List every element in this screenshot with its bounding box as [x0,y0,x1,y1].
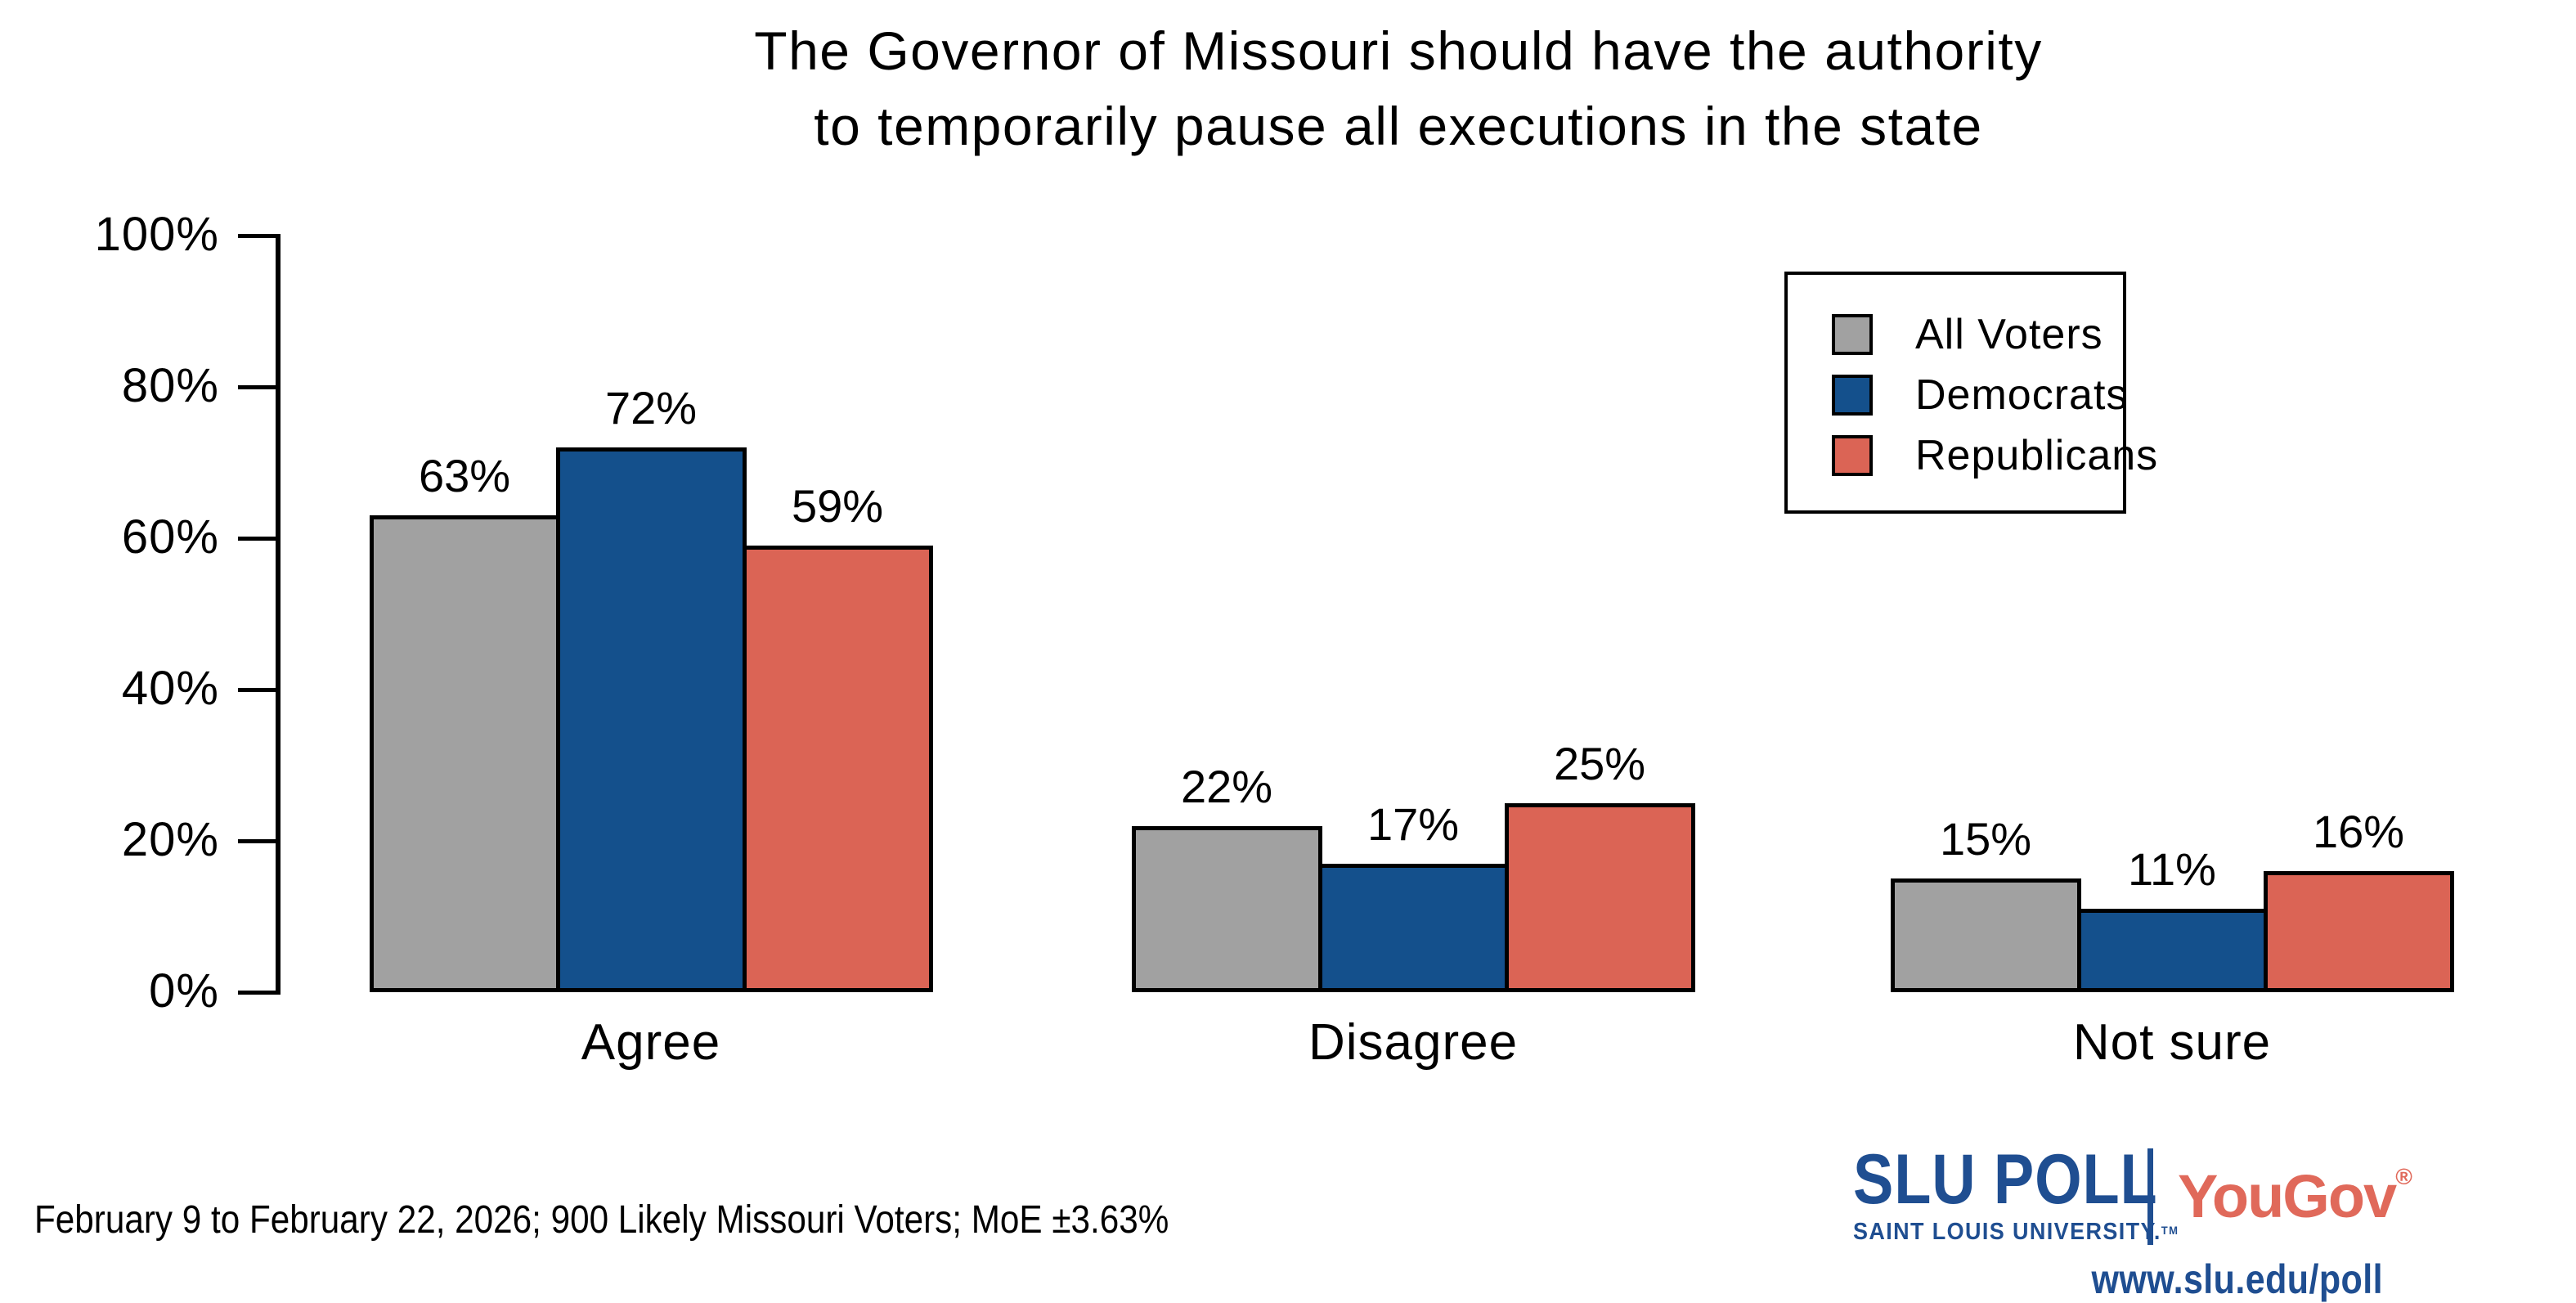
chart-title-line2: to temporarily pause all executions in t… [814,96,1983,156]
registered-mark-icon: ® [2395,1164,2412,1189]
bar-all-voters-not-sure [1890,878,2081,992]
y-tick-label: 20% [121,813,219,866]
chart-title-line1: The Governor of Missouri should have the… [754,20,2043,81]
bar-republicans-not-sure [2263,871,2454,992]
legend-swatch-all-voters [1832,314,1873,355]
slu-poll-logo: SLU POLL SAINT LOUIS UNIVERSITY.TM [1853,1140,2178,1246]
y-tick-label: 60% [121,510,219,564]
yougov-logo: YouGov® [2178,1161,2412,1231]
legend-item-democrats: Democrats [1832,365,2127,425]
plot-area: 0% 20% 40% 60% 80% 100% 63% 72% 59% Agree 22% 17% 25… [95,209,2484,1071]
legend-label-democrats: Democrats [1915,371,2129,419]
separator-bar [2147,1148,2153,1245]
legend: All Voters Democrats Republicans [1784,272,2157,514]
legend-item-all-voters: All Voters [1832,304,2123,365]
y-axis-tick [238,384,280,389]
y-tick-label: 0% [149,964,219,1018]
bar-group-agree: 63% 72% 59% Agree [369,236,933,1071]
legend-item-republicans: Republicans [1832,425,2157,486]
bar-value-republicans-disagree: 25% [1553,737,1646,789]
legend-label-all-voters: All Voters [1915,311,2103,358]
slu-trademark-icon: TM [2161,1224,2179,1237]
y-tick-label: 100% [94,208,219,261]
bar-value-democrats-agree: 72% [604,382,698,434]
y-axis-tick [238,233,280,238]
category-label-not-sure: Not sure [2072,1014,2272,1071]
legend-swatch-democrats [1832,375,1873,416]
bar-value-democrats-not-sure: 11% [2128,843,2216,896]
category-label-disagree: Disagree [1308,1014,1519,1071]
bar-group-disagree: 22% 17% 25% Disagree [1131,236,1695,1071]
chart-title: The Governor of Missouri should have the… [278,13,2519,164]
bar-republicans-agree [742,546,933,992]
slu-poll-wordmark: SLU POLL [1853,1140,2158,1219]
slu-poll-url: www.slu.edu/poll [2091,1256,2383,1302]
yougov-wordmark: YouGov [2178,1162,2397,1230]
bar-value-republicans-agree: 59% [791,480,884,532]
branding-logos: SLU POLL SAINT LOUIS UNIVERSITY.TM YouGo… [1853,1140,2412,1246]
bar-all-voters-disagree [1131,825,1322,992]
bar-republicans-disagree [1504,802,1695,992]
y-axis-tick [238,687,280,692]
legend-swatch-republicans [1832,435,1873,476]
category-label-agree: Agree [581,1014,721,1071]
bar-democrats-agree [555,447,747,992]
footnote: February 9 to February 22, 2026; 900 Lik… [34,1198,1169,1242]
bar-democrats-not-sure [2076,909,2268,992]
bar-value-republicans-not-sure: 16% [2312,806,2405,857]
slu-subtitle: SAINT LOUIS UNIVERSITY.TM [1853,1219,2178,1246]
y-axis-tick [238,536,280,541]
y-tick-label: 80% [121,359,219,412]
y-axis-tick [238,990,280,995]
bar-value-all-voters-not-sure: 15% [1939,813,2032,865]
bar-value-all-voters-agree: 63% [418,450,511,502]
y-axis-tick [238,838,280,843]
bar-value-all-voters-disagree: 22% [1180,760,1273,812]
branding: SLU POLL SAINT LOUIS UNIVERSITY.TM YouGo… [1853,1140,2412,1303]
bar-all-voters-agree [369,515,560,992]
y-tick-label: 40% [121,662,219,715]
slu-subtitle-text: SAINT LOUIS UNIVERSITY. [1853,1219,2161,1245]
bar-democrats-disagree [1317,863,1509,992]
bar-value-democrats-disagree: 17% [1367,798,1460,850]
legend-label-republicans: Republicans [1915,432,2159,479]
bar-group-not-sure: 15% 11% 16% Not sure [1890,236,2454,1071]
